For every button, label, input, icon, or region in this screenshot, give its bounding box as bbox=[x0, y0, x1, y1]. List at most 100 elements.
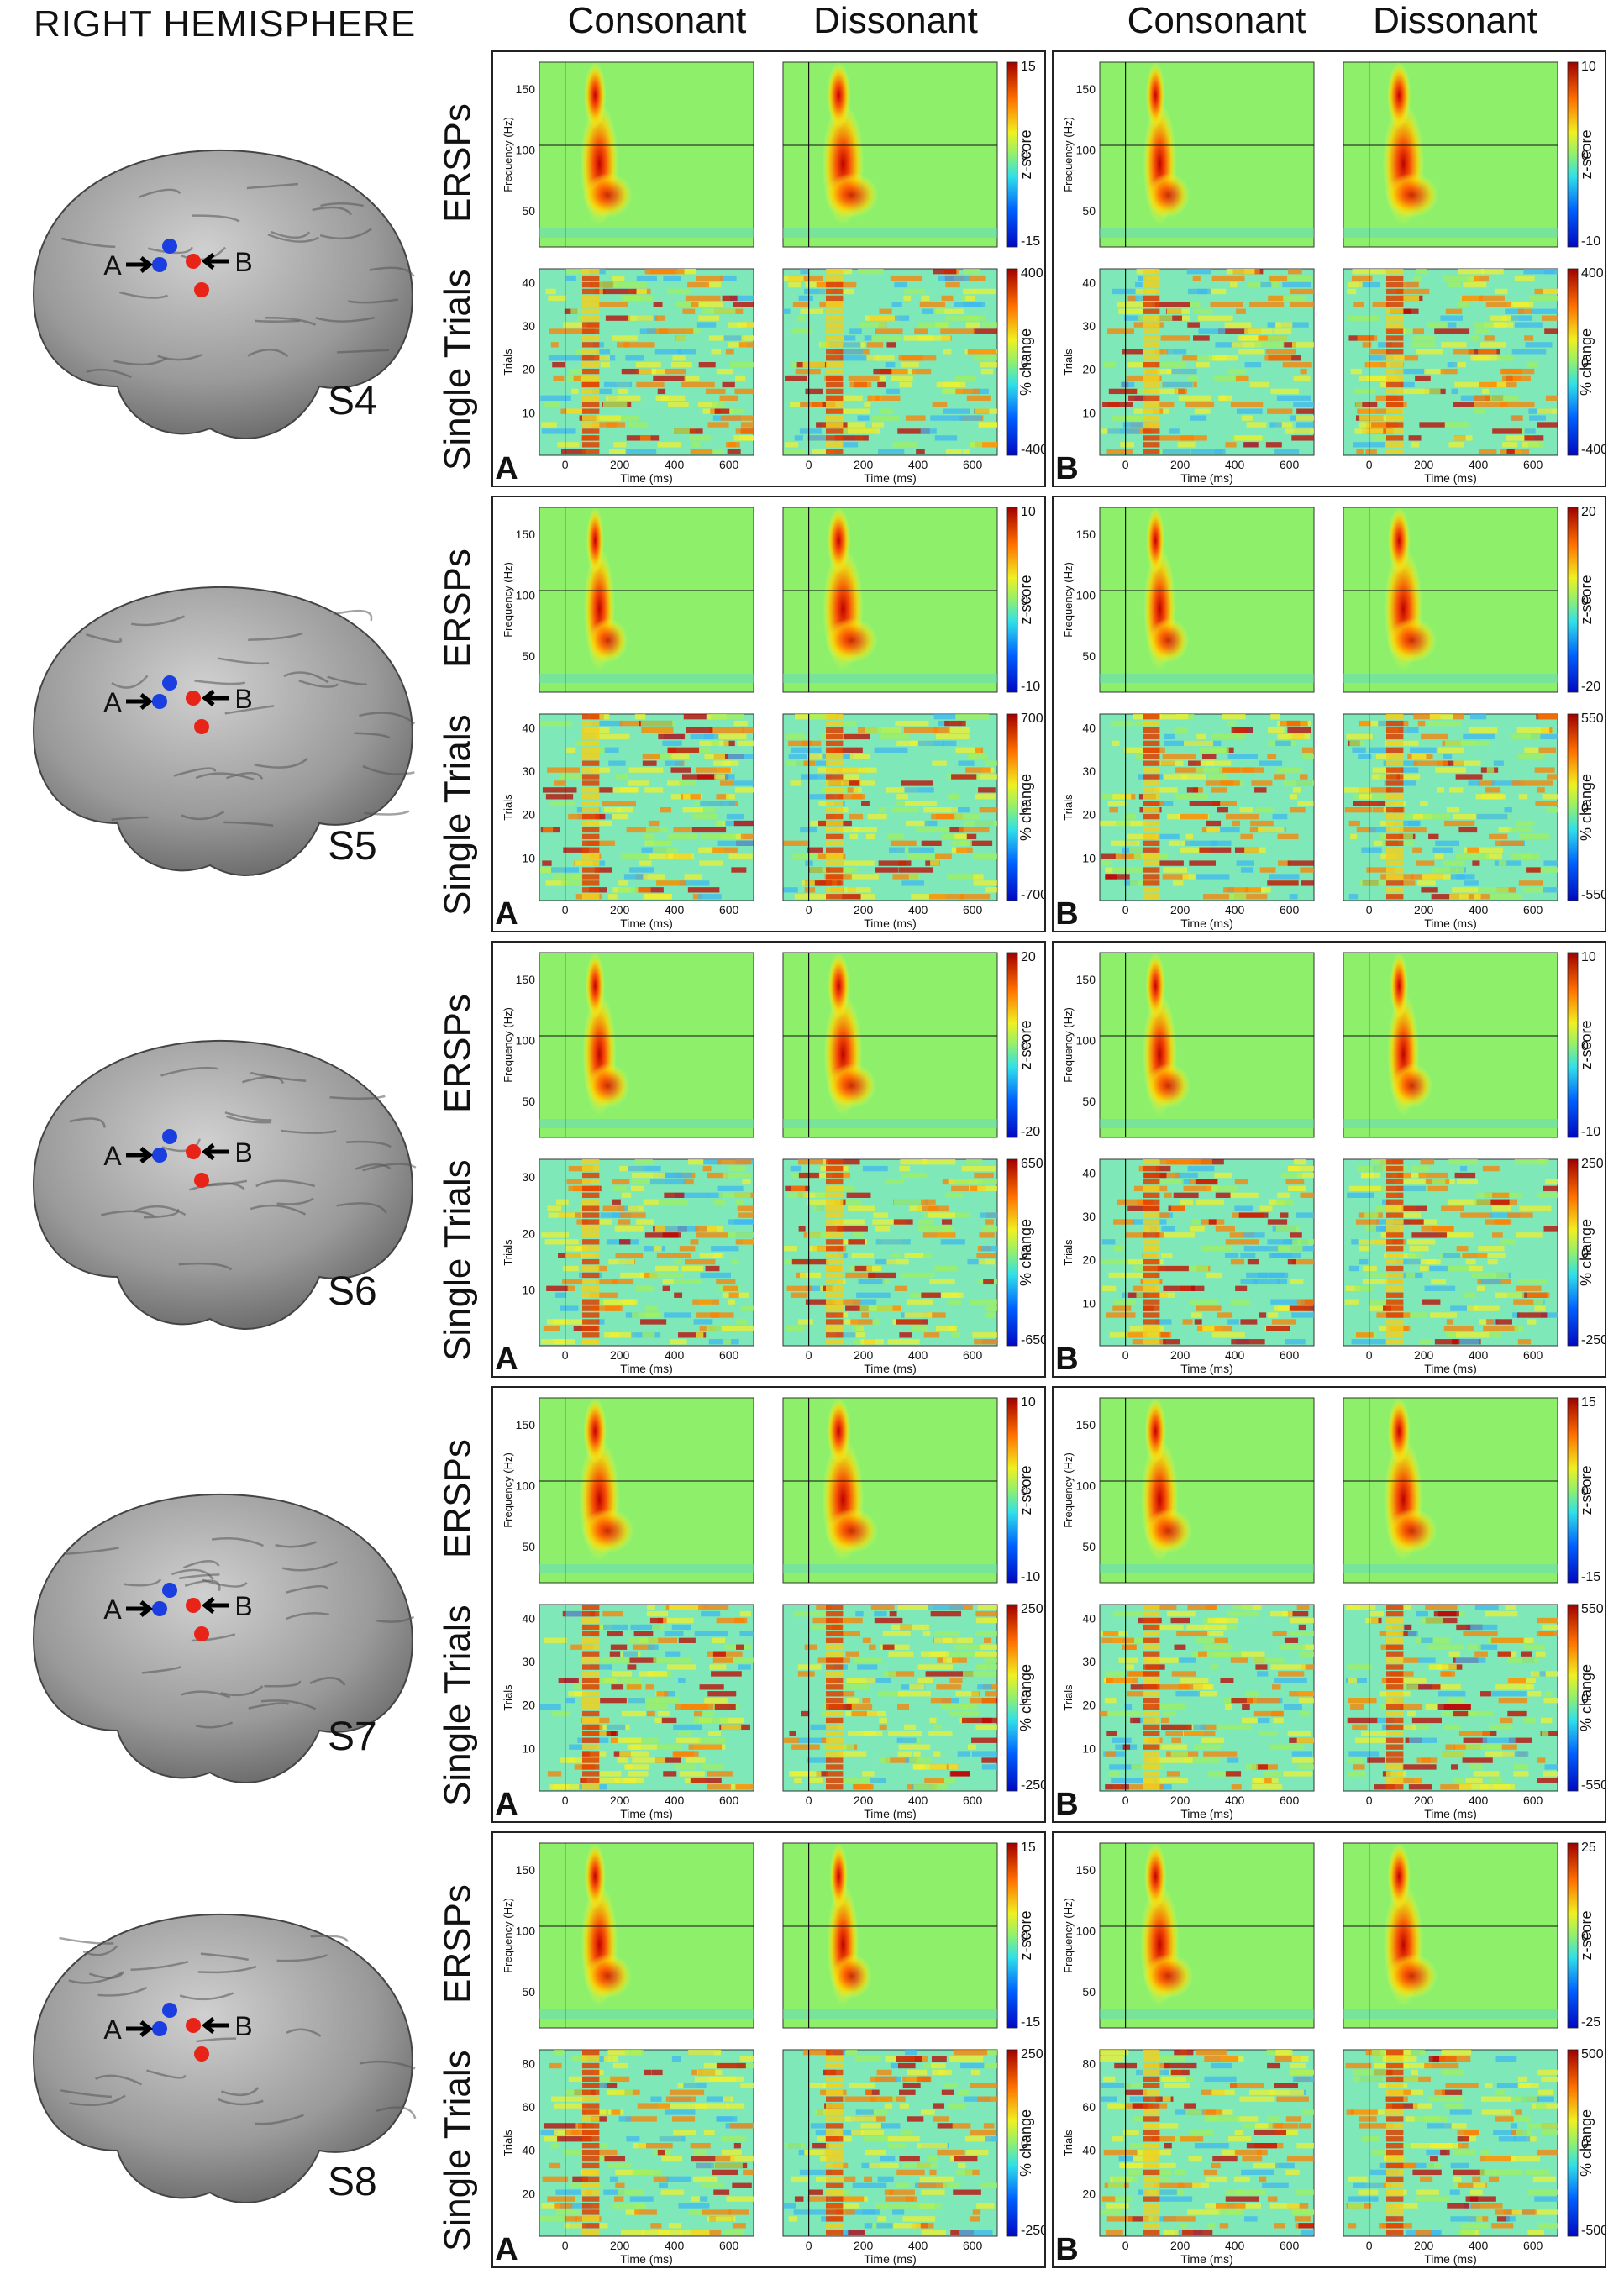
brain-sulcus bbox=[334, 609, 373, 622]
brain-sulcus bbox=[226, 771, 264, 780]
ersp-y-tick-label: 50 bbox=[522, 204, 535, 218]
brain-sulcus bbox=[101, 1210, 155, 1218]
arrow-a-icon bbox=[126, 256, 154, 273]
colorbar-zero-label: 0 bbox=[1581, 356, 1589, 370]
trials-map-dissonant bbox=[1343, 1604, 1558, 1792]
brain-sulcus bbox=[197, 1965, 257, 1974]
panel-letter: B bbox=[1055, 2232, 1078, 2266]
electrode-red bbox=[194, 1173, 209, 1188]
electrode-blue bbox=[162, 1583, 177, 1598]
ersp-map-consonant bbox=[539, 1397, 754, 1584]
x-tick-label: 600 bbox=[719, 2239, 739, 2252]
ersp-colorbar: 10 0 -10 bbox=[1567, 950, 1600, 1139]
brain-sulcus bbox=[248, 1702, 290, 1710]
trials-map-consonant bbox=[1099, 713, 1315, 901]
ersp-y-tick-label: 50 bbox=[522, 1540, 535, 1553]
brain-sulcus bbox=[192, 214, 240, 223]
hemisphere-title: RIGHT HEMISPHERE bbox=[34, 3, 417, 45]
colorbar-zero-label: 0 bbox=[1021, 2137, 1028, 2151]
x-tick-label: 0 bbox=[1122, 1348, 1129, 1362]
brain-sulcus bbox=[118, 291, 168, 299]
trials-y-tick-label: 20 bbox=[1082, 363, 1096, 376]
brain-sulcus bbox=[327, 675, 367, 686]
trials-map-consonant bbox=[539, 268, 754, 456]
brain-sulcus bbox=[267, 234, 319, 243]
colorbar-max-label: 400 bbox=[1021, 266, 1043, 281]
panel-letter: B bbox=[1055, 1342, 1078, 1376]
x-tick-label: 0 bbox=[1366, 1348, 1373, 1362]
row-label-ersps: ERSPs bbox=[437, 103, 478, 223]
trials-y-tick-label: 10 bbox=[1082, 1296, 1096, 1310]
x-tick-label: 0 bbox=[806, 2239, 812, 2252]
brain-sulcus bbox=[179, 1992, 234, 2001]
ersp-map-dissonant bbox=[1343, 507, 1558, 693]
contact-label-a: A bbox=[103, 687, 122, 717]
x-axis-label: Time (ms) bbox=[1424, 471, 1476, 485]
brain-sulcus bbox=[265, 317, 317, 326]
ersp-map-consonant bbox=[1099, 1397, 1315, 1584]
brain-sulcus bbox=[224, 705, 275, 715]
x-tick-label: 0 bbox=[806, 1794, 812, 1807]
x-tick-label: 200 bbox=[1170, 1794, 1190, 1807]
ersp-colorbar-label: z-score bbox=[1017, 1910, 1034, 1960]
row-label-ersps: ERSPs bbox=[437, 549, 478, 668]
panel-s4-b: 0 200 400 600 Time (ms) 0 200 400 600 Time (ms) 50… bbox=[1052, 50, 1606, 487]
colorbar-zero-label: 0 bbox=[1021, 1247, 1028, 1261]
trials-y-tick-label: 30 bbox=[522, 1170, 535, 1184]
trials-y-tick-label: 10 bbox=[522, 406, 535, 419]
row-label-single-trials: Single Trials bbox=[437, 1159, 478, 1361]
ersp-map-dissonant bbox=[782, 1397, 998, 1584]
x-axis-label: Time (ms) bbox=[1180, 1807, 1232, 1820]
brain-sulcus bbox=[362, 1163, 417, 1172]
brain-sulcus bbox=[184, 1579, 221, 1591]
brain-sulcus bbox=[68, 1972, 123, 1984]
x-tick-label: 0 bbox=[562, 458, 569, 471]
x-tick-label: 400 bbox=[1469, 2239, 1489, 2252]
colorbar-max-label: 650 bbox=[1021, 1157, 1043, 1171]
x-tick-label: 0 bbox=[1122, 2239, 1129, 2252]
row-label-ersps: ERSPs bbox=[437, 1439, 478, 1558]
x-tick-label: 600 bbox=[1523, 903, 1543, 917]
trials-y-tick-label: 30 bbox=[1082, 1210, 1096, 1223]
x-tick-label: 400 bbox=[1225, 2239, 1245, 2252]
trials-y-axis-label: Trials bbox=[1062, 349, 1075, 376]
subject-label: S8 bbox=[328, 2160, 377, 2204]
trials-y-tick-label: 10 bbox=[522, 851, 535, 864]
brain-sulcus bbox=[260, 1699, 317, 1710]
contact-label-a: A bbox=[103, 2014, 122, 2045]
trials-map-consonant bbox=[1099, 1604, 1315, 1792]
colorbar-max-label: 10 bbox=[1581, 950, 1596, 964]
ersp-y-axis-label: Frequency (Hz) bbox=[502, 1452, 514, 1528]
trials-colorbar-label: % change bbox=[1578, 1219, 1595, 1286]
trials-colorbar: 550 0 -550 bbox=[1567, 1602, 1605, 1793]
colorbar-min-label: -250 bbox=[1021, 1778, 1044, 1793]
brain-surface bbox=[32, 150, 413, 439]
ersp-y-axis-label: Frequency (Hz) bbox=[502, 117, 514, 192]
trials-colorbar: 250 0 -250 bbox=[1006, 2047, 1044, 2238]
trials-y-tick-label: 10 bbox=[1082, 1741, 1096, 1755]
colorbar-zero-label: 0 bbox=[1581, 149, 1589, 163]
x-tick-label: 200 bbox=[854, 458, 874, 471]
panel-letter: A bbox=[495, 1787, 518, 1821]
brain-sulcus bbox=[226, 1115, 271, 1124]
trials-y-tick-label: 80 bbox=[1082, 2056, 1096, 2070]
brain-sulcus bbox=[369, 266, 415, 277]
ersp-y-tick-label: 100 bbox=[516, 1479, 536, 1492]
x-tick-label: 400 bbox=[908, 1348, 928, 1362]
ersp-y-tick-label: 50 bbox=[1082, 649, 1096, 663]
x-axis-label: Time (ms) bbox=[1180, 917, 1232, 930]
colorbar-min-label: -10 bbox=[1021, 680, 1040, 694]
colorbar-zero-label: 0 bbox=[1021, 1484, 1028, 1499]
trials-y-tick-label: 40 bbox=[1082, 1166, 1096, 1179]
brain-sulcus bbox=[309, 1677, 346, 1687]
ersp-y-tick-label: 100 bbox=[1076, 1033, 1096, 1047]
brain-sulcus bbox=[181, 1690, 230, 1699]
trials-y-tick-label: 60 bbox=[1082, 2100, 1096, 2114]
brain-sulcus bbox=[283, 671, 329, 684]
brain-sulcus bbox=[124, 1578, 162, 1587]
panel-s6-b: 0 200 400 600 Time (ms) 0 200 400 600 Time (ms) 50… bbox=[1052, 941, 1606, 1378]
